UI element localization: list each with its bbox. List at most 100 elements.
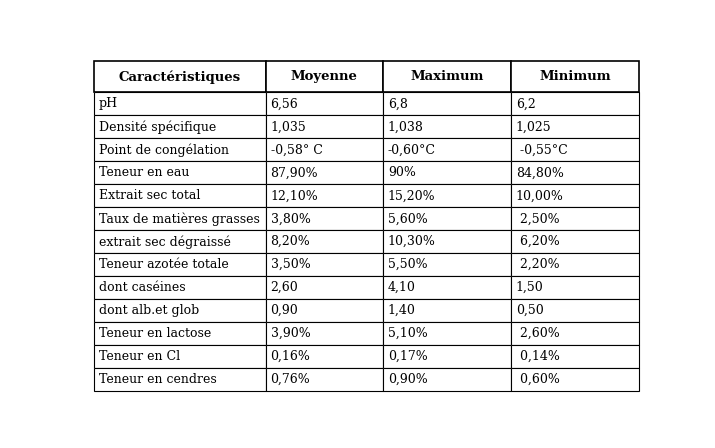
Text: 84,80%: 84,80%	[516, 166, 564, 179]
Bar	[94, 115, 265, 138]
Bar	[511, 276, 639, 299]
Bar	[265, 61, 383, 92]
Bar	[383, 322, 511, 345]
Bar	[383, 368, 511, 391]
Text: 3,80%: 3,80%	[270, 212, 310, 225]
Bar	[383, 276, 511, 299]
Bar	[265, 253, 383, 276]
Bar	[511, 230, 639, 253]
Bar	[94, 253, 265, 276]
Bar	[94, 61, 265, 92]
Bar	[383, 207, 511, 230]
Text: extrait sec dégraissé: extrait sec dégraissé	[99, 235, 231, 249]
Bar	[94, 92, 265, 115]
Bar	[265, 253, 383, 276]
Bar	[265, 115, 383, 138]
Text: -0,55°C: -0,55°C	[516, 143, 568, 156]
Bar	[94, 230, 265, 253]
Bar	[383, 61, 511, 92]
Text: 15,20%: 15,20%	[388, 190, 435, 202]
Bar	[265, 276, 383, 299]
Text: 0,16%: 0,16%	[270, 350, 310, 363]
Bar	[94, 207, 265, 230]
Bar	[383, 184, 511, 207]
Bar	[383, 345, 511, 368]
Bar	[94, 161, 265, 184]
Bar	[94, 345, 265, 368]
Bar	[265, 138, 383, 161]
Bar	[94, 138, 265, 161]
Bar	[383, 61, 511, 92]
Text: 12,10%: 12,10%	[270, 190, 318, 202]
Text: 5,50%: 5,50%	[388, 258, 428, 271]
Bar	[383, 253, 511, 276]
Text: 1,035: 1,035	[270, 121, 306, 134]
Text: 1,50: 1,50	[516, 281, 543, 294]
Text: 0,90: 0,90	[270, 304, 298, 317]
Bar	[511, 161, 639, 184]
Bar	[265, 322, 383, 345]
Bar	[265, 299, 383, 322]
Text: 5,10%: 5,10%	[388, 327, 428, 340]
Text: 0,90%: 0,90%	[388, 373, 428, 386]
Bar	[383, 161, 511, 184]
Bar	[265, 368, 383, 391]
Bar	[94, 138, 265, 161]
Bar	[511, 299, 639, 322]
Text: 6,20%: 6,20%	[516, 235, 560, 248]
Bar	[383, 207, 511, 230]
Text: Extrait sec total: Extrait sec total	[99, 190, 200, 202]
Bar	[265, 322, 383, 345]
Text: Moyenne: Moyenne	[291, 70, 358, 83]
Text: Taux de matières grasses: Taux de matières grasses	[99, 212, 260, 225]
Bar	[94, 299, 265, 322]
Bar	[265, 61, 383, 92]
Text: 2,20%: 2,20%	[516, 258, 560, 271]
Text: Teneur azotée totale: Teneur azotée totale	[99, 258, 229, 271]
Bar	[265, 207, 383, 230]
Bar	[511, 138, 639, 161]
Text: 6,56: 6,56	[270, 97, 298, 110]
Bar	[94, 299, 265, 322]
Bar	[511, 253, 639, 276]
Bar	[94, 207, 265, 230]
Bar	[511, 253, 639, 276]
Bar	[94, 368, 265, 391]
Bar	[511, 61, 639, 92]
Bar	[265, 92, 383, 115]
Bar	[265, 345, 383, 368]
Text: Teneur en lactose: Teneur en lactose	[99, 327, 211, 340]
Bar	[265, 345, 383, 368]
Bar	[511, 115, 639, 138]
Bar	[383, 115, 511, 138]
Text: 1,038: 1,038	[388, 121, 424, 134]
Bar	[265, 138, 383, 161]
Bar	[511, 322, 639, 345]
Bar	[511, 184, 639, 207]
Text: dont caséines: dont caséines	[99, 281, 185, 294]
Bar	[511, 230, 639, 253]
Bar	[94, 115, 265, 138]
Bar	[94, 345, 265, 368]
Text: pH: pH	[99, 97, 118, 110]
Text: 0,60%: 0,60%	[516, 373, 560, 386]
Bar	[383, 92, 511, 115]
Bar	[265, 184, 383, 207]
Text: 2,60: 2,60	[270, 281, 298, 294]
Text: 10,00%: 10,00%	[516, 190, 564, 202]
Bar	[511, 345, 639, 368]
Text: 4,10: 4,10	[388, 281, 415, 294]
Bar	[383, 92, 511, 115]
Bar	[94, 61, 265, 92]
Bar	[265, 230, 383, 253]
Bar	[94, 230, 265, 253]
Text: 1,40: 1,40	[388, 304, 415, 317]
Bar	[511, 161, 639, 184]
Bar	[383, 299, 511, 322]
Text: dont alb.et glob: dont alb.et glob	[99, 304, 199, 317]
Text: 8,20%: 8,20%	[270, 235, 310, 248]
Text: 10,30%: 10,30%	[388, 235, 435, 248]
Bar	[94, 368, 265, 391]
Text: 2,50%: 2,50%	[516, 212, 560, 225]
Bar	[511, 138, 639, 161]
